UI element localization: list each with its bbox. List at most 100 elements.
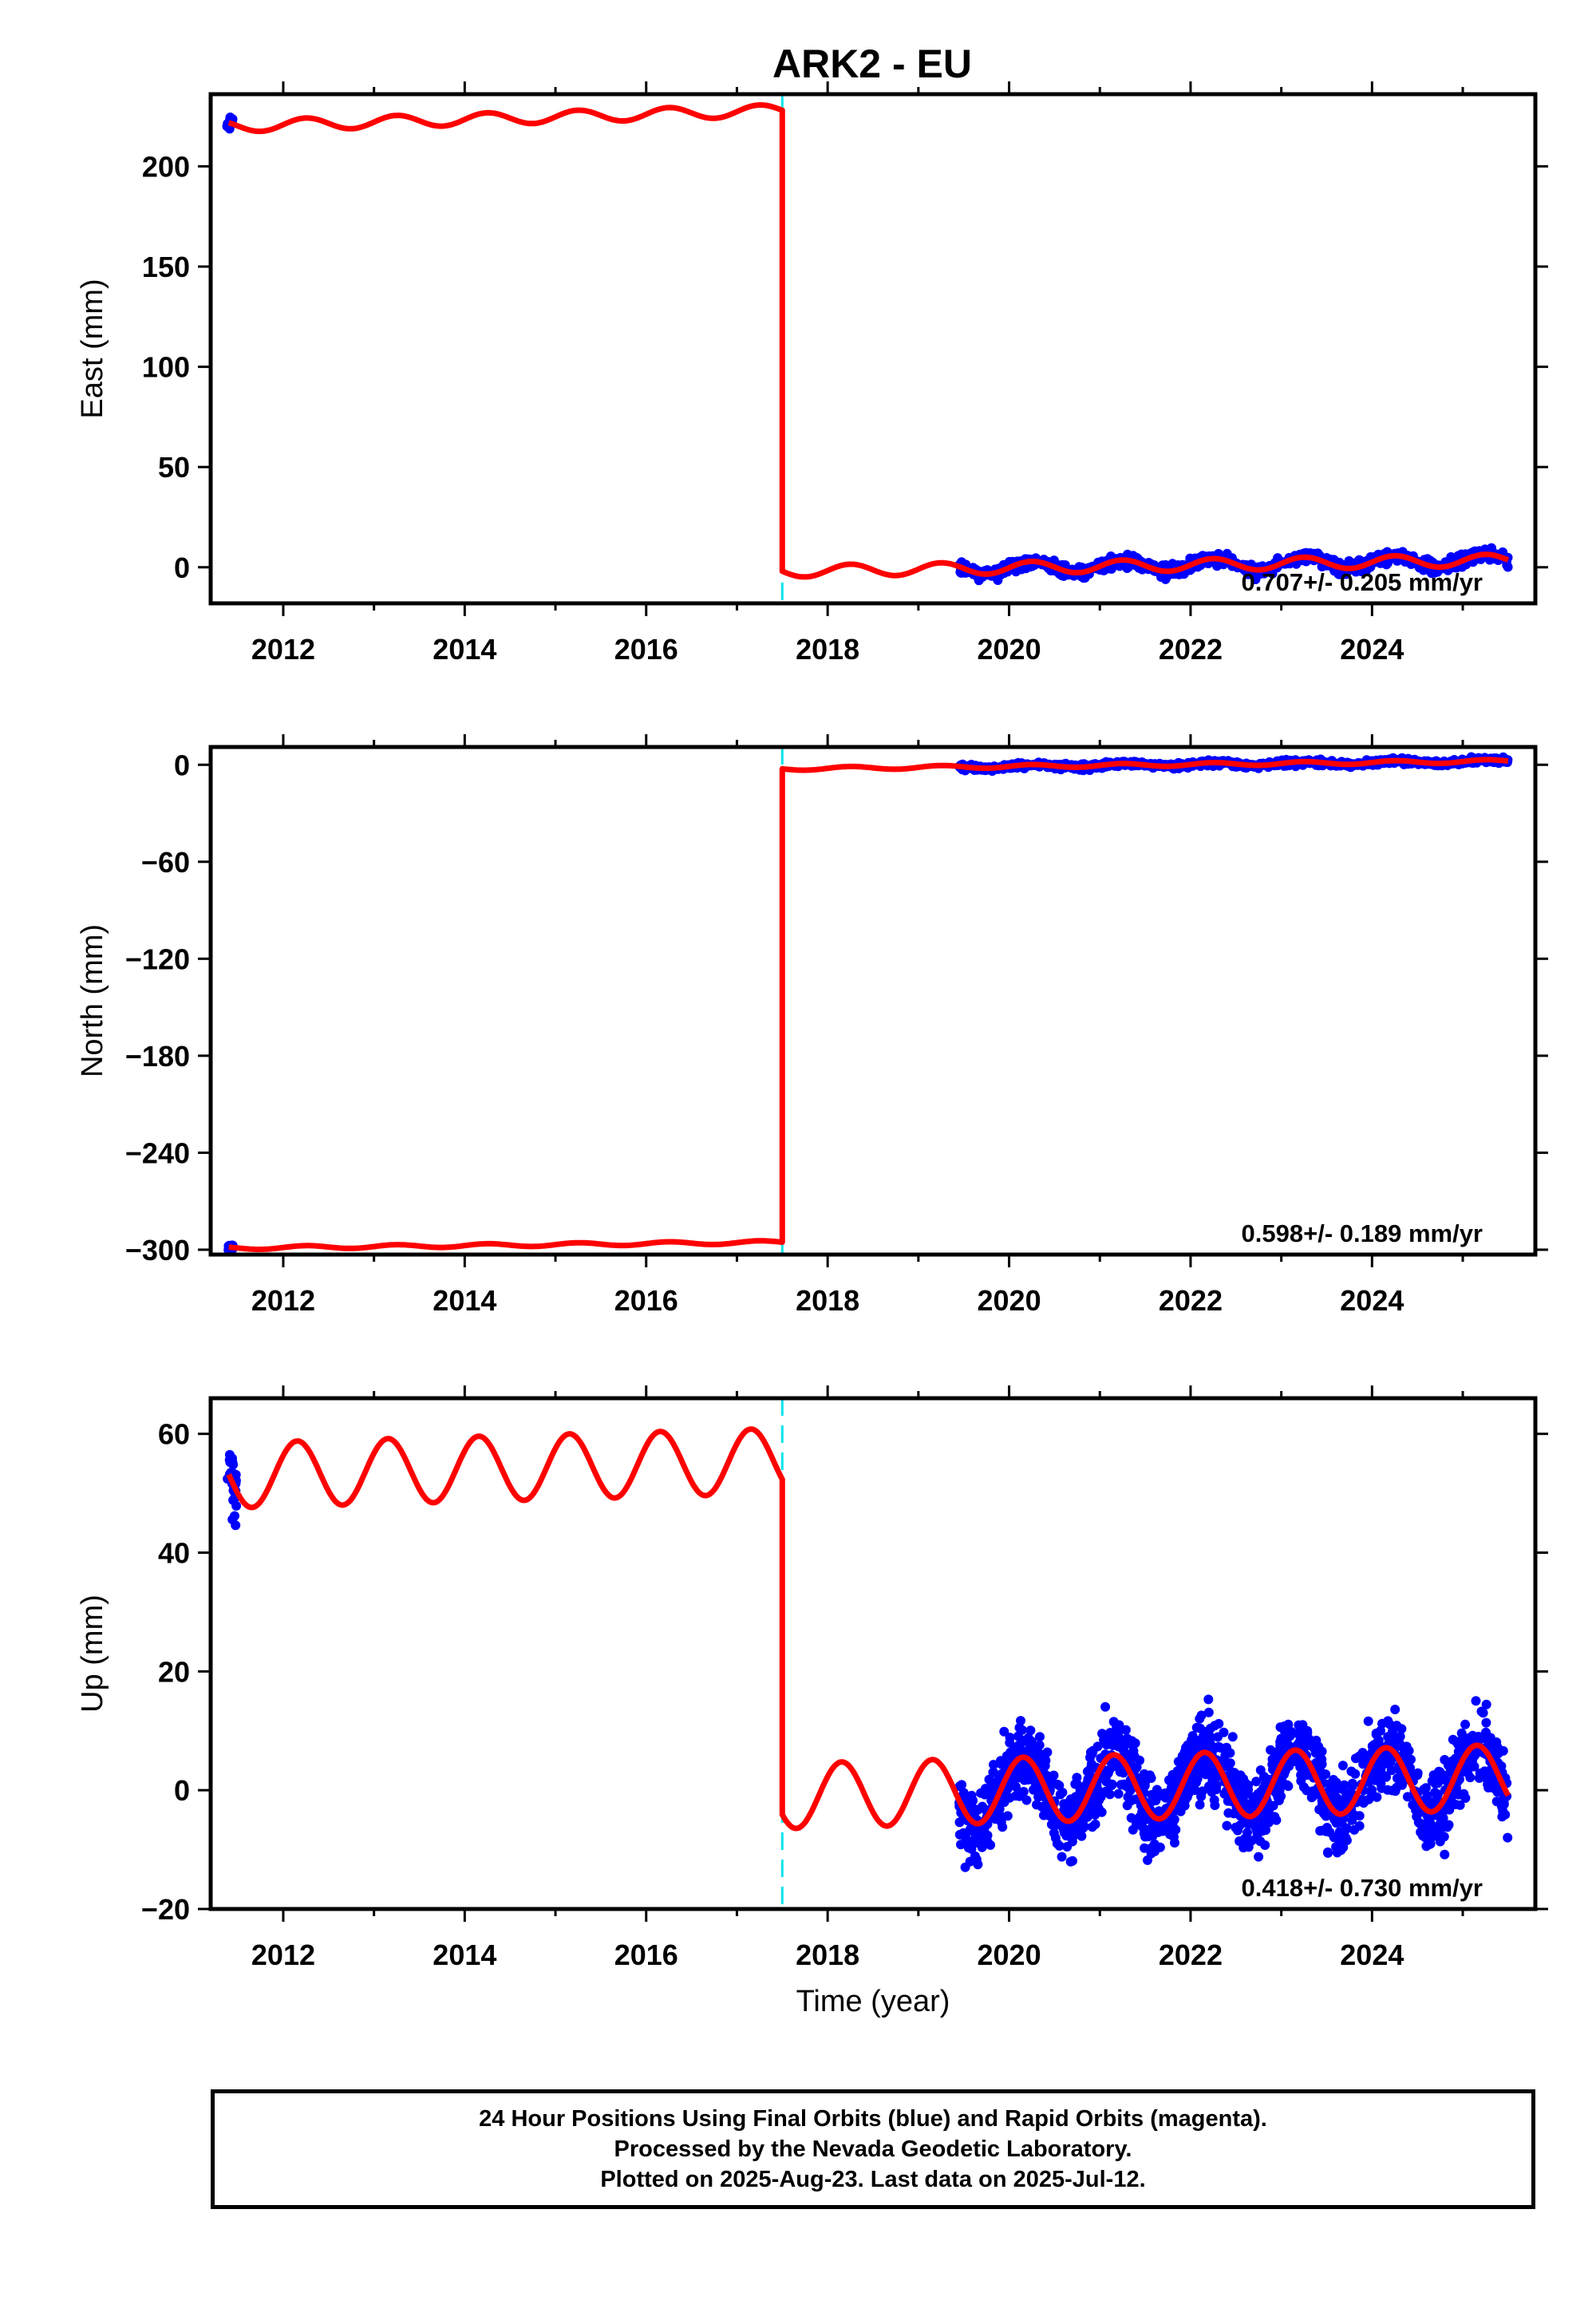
x-tick-label: 2020 xyxy=(978,1284,1041,1317)
data-point xyxy=(1157,560,1167,571)
data-point xyxy=(1428,1770,1439,1780)
data-point xyxy=(1080,1780,1091,1791)
y-axis-label: North (mm) xyxy=(76,924,109,1077)
y-tick-label: −180 xyxy=(125,1040,190,1073)
data-point xyxy=(1235,1785,1245,1796)
data-point xyxy=(1354,1820,1365,1831)
y-tick-label: 60 xyxy=(158,1418,190,1451)
data-point xyxy=(1025,1725,1036,1736)
x-tick-label: 2016 xyxy=(614,1284,678,1317)
data-point xyxy=(1025,1773,1036,1784)
data-point xyxy=(1077,1831,1087,1841)
data-point xyxy=(1191,1774,1202,1784)
data-point xyxy=(1359,1752,1369,1762)
data-point xyxy=(978,1828,989,1839)
data-point xyxy=(1116,1780,1126,1790)
data-point xyxy=(1031,1749,1041,1759)
model-fit-line xyxy=(226,1426,1511,1832)
y-tick-label: 0 xyxy=(174,551,190,584)
y-tick-label: 0 xyxy=(174,749,190,781)
y-tick-label: 40 xyxy=(158,1536,190,1569)
data-point xyxy=(1196,1792,1207,1802)
data-point xyxy=(1373,1735,1384,1745)
data-point xyxy=(1061,1831,1072,1841)
data-point xyxy=(224,1455,235,1465)
data-point xyxy=(1082,1812,1092,1822)
y-tick-label: −120 xyxy=(125,943,190,975)
data-point xyxy=(1460,1719,1471,1729)
data-point xyxy=(1149,1825,1159,1836)
data-point xyxy=(957,1780,967,1790)
data-point xyxy=(1377,1718,1387,1729)
data-point xyxy=(1021,1795,1032,1805)
data-point xyxy=(1286,1727,1297,1737)
data-point xyxy=(1203,1707,1214,1717)
x-tick-label: 2014 xyxy=(433,1939,496,1971)
x-tick-label: 2014 xyxy=(433,633,496,666)
data-point xyxy=(1267,1759,1278,1769)
rate-label: 0.418+/- 0.730 mm/yr xyxy=(1242,1874,1483,1902)
data-point xyxy=(1077,1824,1088,1834)
data-point xyxy=(1385,1719,1395,1729)
data-point xyxy=(1294,1720,1304,1730)
data-point xyxy=(1195,1739,1206,1749)
data-point xyxy=(998,1822,1008,1832)
data-point xyxy=(1254,1852,1264,1862)
data-point xyxy=(989,1767,999,1777)
data-point xyxy=(1141,1824,1152,1835)
data-point xyxy=(1214,1718,1224,1729)
data-point xyxy=(1283,1719,1294,1729)
data-point xyxy=(1334,1827,1345,1837)
data-point xyxy=(1145,1770,1155,1780)
y-tick-label: 50 xyxy=(158,451,190,484)
data-point xyxy=(1444,1804,1455,1815)
data-point xyxy=(1503,1832,1513,1843)
data-point xyxy=(1029,1784,1040,1794)
data-point xyxy=(1426,1828,1436,1838)
data-point xyxy=(965,1856,975,1867)
x-tick-label: 2022 xyxy=(1159,1939,1223,1971)
data-point xyxy=(1435,1836,1445,1847)
data-point xyxy=(1397,1780,1407,1790)
data-point xyxy=(1317,1754,1327,1765)
data-point xyxy=(1187,1731,1198,1741)
data-point xyxy=(1321,1769,1331,1780)
data-point xyxy=(1328,1775,1338,1784)
data-point xyxy=(1122,1800,1132,1811)
data-point xyxy=(1302,1725,1313,1736)
data-point xyxy=(1242,1788,1253,1799)
data-point xyxy=(1379,1770,1389,1780)
data-point xyxy=(1176,1764,1187,1774)
data-point xyxy=(1076,1788,1086,1799)
panel-1: 2012 2014 2016 2018 2020 2022 2024 0 50 100 150 200… xyxy=(76,81,1548,666)
data-point xyxy=(1167,1769,1178,1780)
data-point xyxy=(993,575,1003,585)
x-tick-label: 2022 xyxy=(1159,633,1223,666)
data-point xyxy=(1070,1779,1080,1789)
data-point xyxy=(1057,1788,1068,1797)
data-point xyxy=(1065,1794,1076,1804)
data-point xyxy=(963,1843,974,1853)
data-point xyxy=(1445,1762,1456,1773)
data-point xyxy=(1132,1819,1141,1829)
data-point xyxy=(1337,1784,1347,1794)
data-points xyxy=(223,752,1513,1255)
data-points xyxy=(222,113,1513,586)
data-point xyxy=(1088,1745,1098,1756)
panel-3: 2012 2014 2016 2018 2020 2022 2024 −20 0 20 40 60 Up… xyxy=(76,1385,1548,2018)
data-point xyxy=(1026,1736,1037,1746)
data-point xyxy=(1463,1768,1473,1778)
data-point xyxy=(1481,1699,1491,1709)
data-point xyxy=(972,1836,982,1847)
data-point xyxy=(1363,1716,1373,1726)
footer-caption-box: 24 Hour Positions Using Final Orbits (bl… xyxy=(211,2089,1535,2209)
x-axis-label: Time (year) xyxy=(796,1985,950,2018)
x-tick-label: 2016 xyxy=(614,633,678,666)
rate-label: 0.707+/- 0.205 mm/yr xyxy=(1242,568,1483,596)
y-tick-label: −20 xyxy=(141,1893,190,1926)
data-point xyxy=(1147,1789,1157,1800)
plot-frame xyxy=(208,745,1538,1257)
y-tick-label: 20 xyxy=(158,1655,190,1688)
data-point xyxy=(1235,1836,1245,1846)
data-point xyxy=(1100,1786,1111,1796)
